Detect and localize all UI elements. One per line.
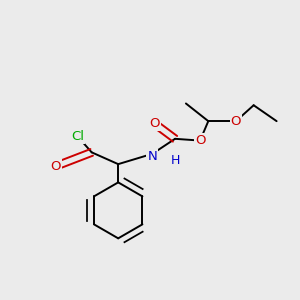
Text: O: O [149, 117, 160, 130]
Text: N: N [148, 150, 157, 163]
Text: H: H [170, 154, 180, 167]
Text: O: O [195, 134, 205, 147]
Text: O: O [231, 115, 241, 128]
Text: O: O [50, 160, 61, 173]
Text: Cl: Cl [71, 130, 84, 143]
